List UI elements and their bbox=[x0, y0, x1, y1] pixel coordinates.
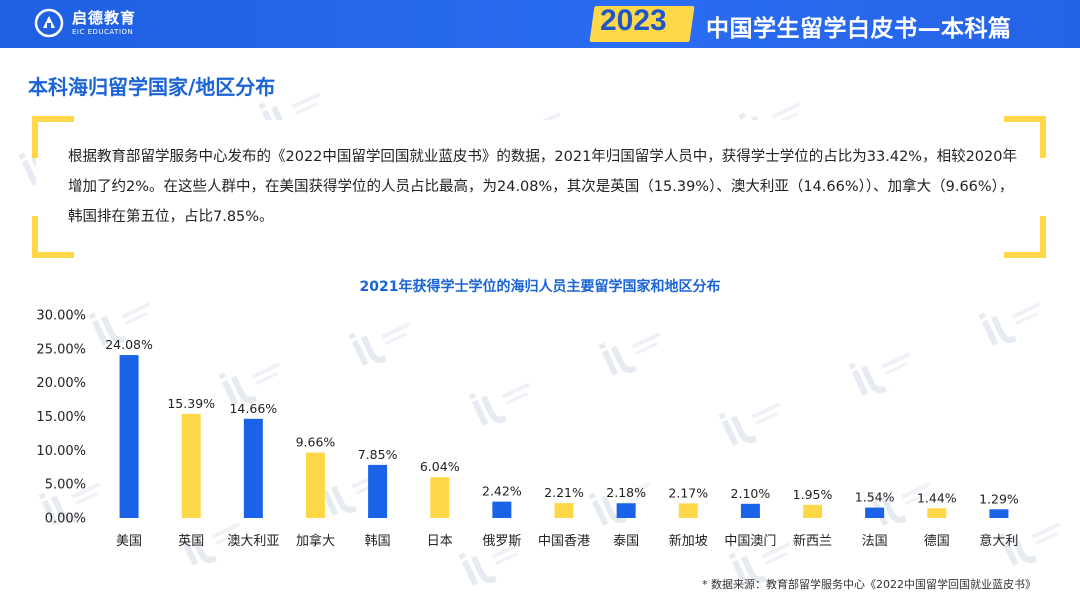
page-title: 本科海归留学国家/地区分布 bbox=[28, 75, 276, 99]
bar-value-label: 1.54% bbox=[855, 490, 895, 505]
y-tick-label: 15.00% bbox=[36, 410, 86, 425]
bar-value-label: 9.66% bbox=[296, 435, 336, 450]
logo-name-cn: 启德教育 bbox=[72, 8, 137, 27]
bar-value-label: 1.95% bbox=[793, 487, 833, 502]
bar-value-label: 6.04% bbox=[420, 459, 460, 474]
report-year: 2023 bbox=[600, 4, 667, 37]
x-tick-label: 中国澳门 bbox=[724, 533, 776, 549]
bar bbox=[305, 452, 325, 518]
bar bbox=[119, 355, 139, 518]
data-source-footnote: * 数据来源：教育部留学服务中心《2022中国留学回国就业蓝皮书》 bbox=[702, 578, 1036, 591]
bar-value-label: 2.17% bbox=[668, 485, 708, 500]
report-title: 中国学生留学白皮书—本科篇 bbox=[706, 16, 1012, 42]
x-tick-label: 泰国 bbox=[613, 534, 639, 549]
y-tick-label: 0.00% bbox=[45, 512, 86, 527]
intro-paragraph: 根据教育部留学服务中心发布的《2022中国留学回国就业蓝皮书》的数据，2021年… bbox=[68, 149, 1017, 225]
x-tick-label: 澳大利亚 bbox=[227, 533, 279, 549]
bar bbox=[554, 503, 574, 518]
brand-logo: 启德教育 EIC EDUCATION bbox=[34, 8, 136, 38]
x-tick-label: 美国 bbox=[116, 534, 142, 549]
corner-decoration bbox=[1040, 116, 1046, 158]
bar bbox=[865, 507, 885, 518]
bar-value-label: 2.21% bbox=[544, 485, 584, 500]
bar bbox=[616, 503, 636, 518]
bar-value-label: 1.29% bbox=[979, 491, 1019, 506]
bar-value-label: 2.10% bbox=[731, 486, 771, 501]
x-tick-label: 中国香港 bbox=[538, 534, 590, 549]
bar-value-label: 14.66% bbox=[229, 401, 277, 416]
x-tick-label: 俄罗斯 bbox=[482, 534, 521, 549]
y-tick-label: 30.00% bbox=[36, 309, 86, 324]
y-tick-label: 25.00% bbox=[36, 342, 86, 357]
logo-name-en: EIC EDUCATION bbox=[72, 27, 134, 36]
chart-title: 2021年获得学士学位的海归人员主要留学国家和地区分布 bbox=[359, 279, 721, 295]
corner-decoration bbox=[32, 216, 38, 258]
bar-value-label: 2.42% bbox=[482, 484, 522, 499]
bar bbox=[368, 464, 388, 518]
bar bbox=[492, 501, 512, 518]
bar bbox=[803, 504, 823, 518]
corner-decoration bbox=[1040, 216, 1046, 258]
y-tick-label: 10.00% bbox=[36, 444, 86, 459]
bar-value-label: 2.18% bbox=[606, 485, 646, 500]
x-tick-label: 加拿大 bbox=[296, 533, 335, 549]
x-tick-label: 韩国 bbox=[365, 534, 391, 549]
x-tick-label: 德国 bbox=[924, 534, 950, 549]
bar bbox=[740, 503, 760, 518]
bar bbox=[430, 477, 450, 518]
x-tick-label: 法国 bbox=[862, 534, 888, 549]
corner-decoration bbox=[32, 252, 74, 258]
bar-value-label: 7.85% bbox=[358, 447, 398, 462]
corner-decoration bbox=[1004, 116, 1046, 122]
intro-box: 根据教育部留学服务中心发布的《2022中国留学回国就业蓝皮书》的数据，2021年… bbox=[32, 116, 1046, 258]
y-tick-label: 5.00% bbox=[45, 478, 86, 493]
bar bbox=[927, 508, 947, 518]
x-tick-label: 新西兰 bbox=[793, 533, 832, 549]
y-tick-label: 20.00% bbox=[36, 376, 86, 391]
bar bbox=[181, 413, 201, 518]
x-tick-label: 日本 bbox=[427, 534, 453, 549]
corner-decoration bbox=[32, 116, 38, 158]
bar-value-label: 1.44% bbox=[917, 490, 957, 505]
x-tick-label: 新加坡 bbox=[669, 533, 708, 549]
bar bbox=[678, 503, 698, 518]
x-tick-label: 意大利 bbox=[979, 533, 1018, 549]
corner-decoration bbox=[32, 116, 74, 122]
bar bbox=[243, 418, 263, 518]
corner-decoration bbox=[1004, 252, 1046, 258]
x-tick-label: 英国 bbox=[178, 534, 204, 549]
bar bbox=[989, 509, 1009, 518]
bar-value-label: 15.39% bbox=[167, 396, 215, 411]
bar-value-label: 24.08% bbox=[105, 337, 153, 352]
logo-icon bbox=[34, 8, 64, 38]
header-bar: 启德教育 EIC EDUCATION 2023 中国学生留学白皮书—本科篇 bbox=[0, 0, 1080, 48]
